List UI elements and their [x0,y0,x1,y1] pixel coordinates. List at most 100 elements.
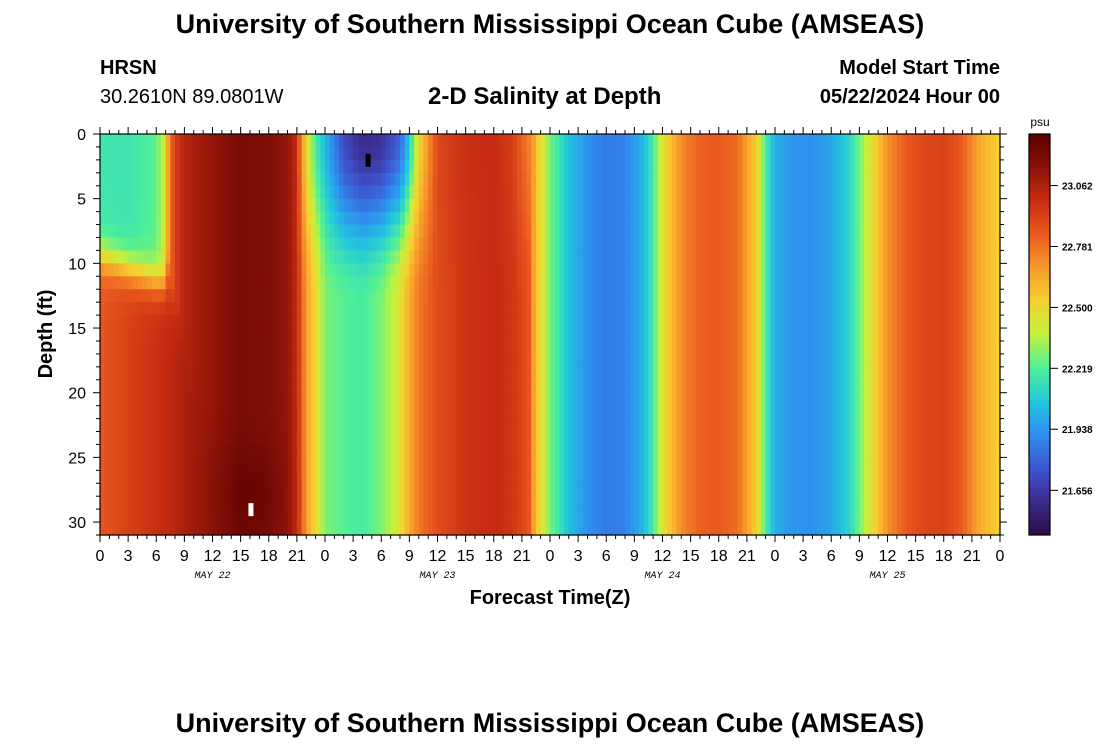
heatmap-cell [859,340,865,355]
heatmap-cell [896,250,903,264]
heatmap-cell [784,366,790,381]
heatmap-cell [831,134,837,148]
heatmap-cell [198,302,204,316]
heatmap-cell [193,134,200,148]
heatmap-cell [620,146,626,161]
heatmap-cell [732,366,739,381]
heatmap-cell [953,211,959,226]
heatmap-cell [550,263,556,277]
heatmap-cell [671,340,678,355]
heatmap-cell [142,340,148,355]
heatmap-cell [779,315,785,329]
heatmap-cell [460,418,467,433]
heatmap-cell [667,211,673,226]
heatmap-cell [221,302,228,316]
heatmap-cell [367,289,373,303]
heatmap-cell [962,405,968,420]
heatmap-cell [620,198,626,213]
heatmap-cell [728,366,734,381]
heatmap-cell [835,366,842,381]
heatmap-cell [892,379,898,394]
heatmap-cell [503,237,509,252]
heatmap-cell [104,366,110,381]
heatmap-cell [925,224,931,239]
heatmap-cell [498,198,504,213]
heatmap-cell [929,457,935,471]
heatmap-cell [475,263,481,277]
heatmap-cell [718,211,725,226]
heatmap-cell [920,405,926,420]
heatmap-cell [653,263,659,277]
heatmap-cell [264,185,270,200]
heatmap-cell [381,237,387,252]
heatmap-cell [428,315,434,329]
heatmap-cell [615,172,621,187]
heatmap-cell [606,431,612,446]
heatmap-cell [906,315,912,329]
heatmap-cell [925,418,931,433]
heatmap-cell [723,159,729,174]
heatmap-cell [573,405,579,420]
heatmap-cell [273,159,279,174]
heatmap-cell [995,302,1001,316]
heatmap-cell [104,315,110,329]
heatmap-cell [198,328,204,342]
heatmap-cell [756,431,762,446]
heatmap-cell [517,172,523,187]
heatmap-cell [301,457,307,471]
heatmap-cell [278,353,284,368]
heatmap-cell [123,185,129,200]
heatmap-cell [306,237,312,252]
heatmap-cell [634,289,640,303]
heatmap-cell [760,159,767,174]
heatmap-cell [484,379,490,394]
heatmap-cell [118,366,125,381]
heatmap-cell [437,250,443,264]
heatmap-cell [390,185,396,200]
heatmap-cell [831,263,837,277]
heatmap-cell [315,250,321,264]
heatmap-cell [550,224,556,239]
heatmap-cell [653,250,659,264]
heatmap-cell [629,172,635,187]
heatmap-cell [245,172,251,187]
heatmap-cell [967,418,973,433]
heatmap-cell [479,146,485,161]
heatmap-cell [854,418,860,433]
heatmap-cell [301,340,307,355]
heatmap-cell [864,185,870,200]
heatmap-cell [104,250,110,264]
heatmap-cell [728,134,734,148]
heatmap-cell [418,431,425,446]
heatmap-cell [170,198,176,213]
heatmap-cell [517,366,523,381]
heatmap-cell [667,405,673,420]
heatmap-cell [770,276,776,290]
heatmap-cell [362,302,368,316]
heatmap-cell [906,185,912,200]
heatmap-cell [142,159,148,174]
heatmap-cell [671,159,678,174]
heatmap-cell [634,172,640,187]
heatmap-cell [128,159,134,174]
heatmap-cell [170,366,176,381]
heatmap-cell [751,276,757,290]
heatmap-cell [784,134,790,148]
heatmap-cell [381,353,387,368]
heatmap-cell [217,315,223,329]
heatmap-cell [582,198,589,213]
heatmap-cell [948,405,954,420]
heatmap-cell [254,211,260,226]
heatmap-cell [695,263,701,277]
heatmap-cell [535,134,542,148]
heatmap-cell [325,134,331,148]
heatmap-cell [615,392,621,407]
heatmap-cell [681,289,687,303]
heatmap-cell [240,185,246,200]
heatmap-cell [465,198,471,213]
heatmap-cell [146,315,153,329]
heatmap-cell [779,263,785,277]
heatmap-cell [742,211,748,226]
heatmap-cell [198,211,204,226]
heatmap-cell [535,392,542,407]
